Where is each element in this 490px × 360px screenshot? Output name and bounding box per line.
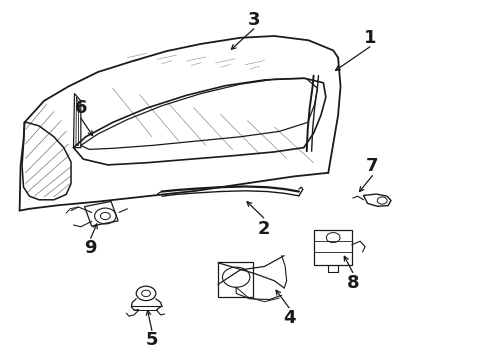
Text: 8: 8 — [346, 274, 359, 292]
Text: 5: 5 — [146, 331, 158, 349]
Text: 7: 7 — [366, 157, 379, 175]
Bar — [218, 262, 253, 297]
Bar — [314, 230, 352, 265]
Text: 3: 3 — [247, 11, 260, 29]
Bar — [85, 201, 118, 226]
Text: 9: 9 — [84, 239, 97, 257]
Text: 6: 6 — [74, 99, 87, 117]
Text: 4: 4 — [283, 309, 295, 327]
Text: 1: 1 — [364, 29, 376, 47]
Text: 2: 2 — [257, 220, 270, 238]
